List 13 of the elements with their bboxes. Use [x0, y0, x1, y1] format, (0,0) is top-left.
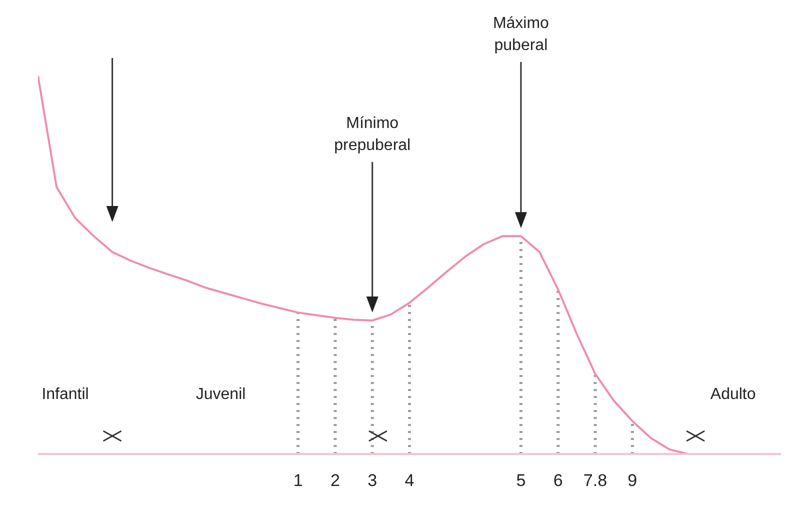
x-tick-label: 3: [368, 471, 378, 490]
annotation: Adulto: [710, 386, 756, 403]
x-tick-label: 2: [330, 471, 340, 490]
x-tick-label: 5: [516, 471, 526, 490]
x-tick-label: 1: [293, 471, 303, 490]
annotation: Mínimo prepuberal: [334, 115, 411, 154]
text: Máximo puberal: [492, 15, 550, 54]
x-tick-label: 9: [628, 471, 638, 490]
x-tick-label: 6: [553, 471, 563, 490]
x-tick-label: 4: [404, 471, 414, 490]
annotation: Infantil: [42, 386, 89, 403]
annotation: Juvenil: [196, 386, 246, 403]
x-tick-label: 7.8: [583, 471, 608, 490]
